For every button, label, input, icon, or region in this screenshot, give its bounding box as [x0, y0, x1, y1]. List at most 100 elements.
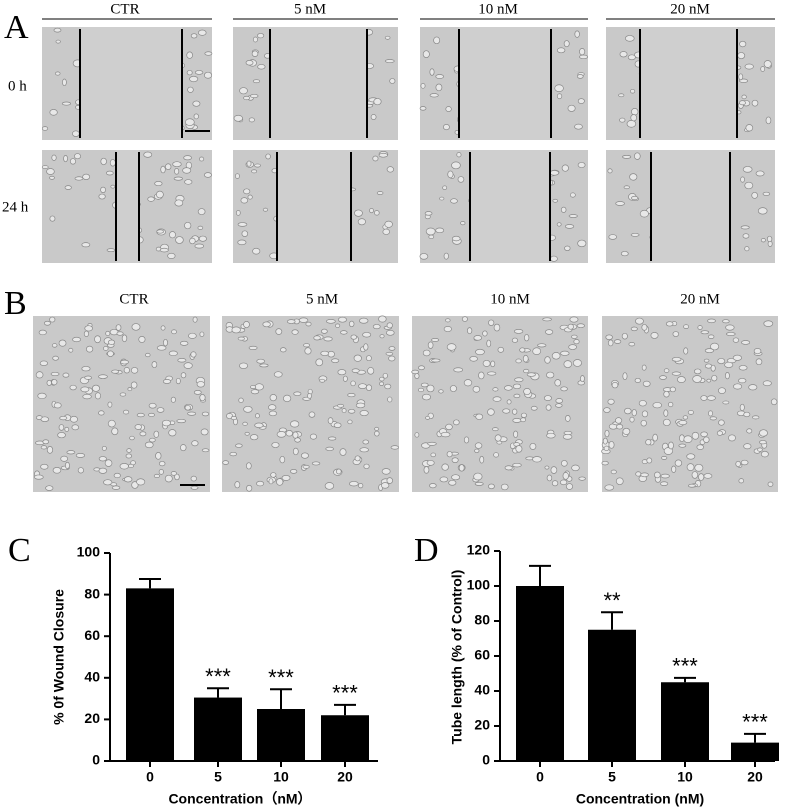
- cell: [378, 152, 388, 158]
- cell: [638, 400, 647, 407]
- y-axis-label: % 0f Wound Closure: [51, 589, 67, 725]
- bar: [126, 588, 174, 761]
- cell: [739, 40, 747, 48]
- cell: [451, 235, 461, 242]
- cell: [265, 153, 271, 160]
- cell: [246, 484, 253, 492]
- cell: [59, 415, 68, 421]
- cell: [703, 436, 710, 443]
- cell: [487, 371, 497, 376]
- cell: [560, 206, 567, 213]
- cell: [268, 410, 278, 417]
- cell: [635, 317, 644, 325]
- cell: [745, 124, 754, 132]
- cell: [98, 467, 108, 474]
- cell: [130, 367, 139, 374]
- cell: [365, 384, 373, 391]
- cell: [622, 155, 632, 159]
- cell: [125, 453, 133, 459]
- cell: [469, 356, 478, 362]
- cell: [512, 462, 522, 468]
- cell: [155, 451, 162, 460]
- cell: [245, 462, 252, 470]
- cell: [443, 252, 449, 260]
- cell: [199, 394, 206, 402]
- cell: [382, 372, 388, 379]
- cell: [154, 181, 163, 187]
- cell: [193, 113, 199, 120]
- cell: [511, 337, 519, 343]
- cell: [419, 253, 429, 260]
- cell: [348, 320, 355, 328]
- cell: [256, 358, 266, 364]
- cell: [180, 444, 187, 452]
- cell: [384, 35, 391, 40]
- cell: [448, 479, 457, 486]
- cell: [414, 432, 420, 438]
- cell: [628, 341, 636, 347]
- cell: [304, 347, 312, 355]
- y-axis-label: Tube length (% of Control): [449, 570, 465, 745]
- cell: [62, 372, 70, 378]
- cell: [618, 93, 625, 98]
- cell: [732, 354, 742, 361]
- cell: [710, 342, 720, 351]
- cell: [752, 415, 760, 420]
- cell: [487, 408, 495, 416]
- cell: [760, 450, 769, 458]
- micrograph: [222, 316, 399, 492]
- cell: [604, 429, 610, 438]
- y-tick-label: 120: [467, 542, 491, 558]
- cell: [243, 405, 253, 413]
- cell: [251, 50, 259, 57]
- cell: [309, 433, 317, 440]
- y-tick-label: 40: [84, 669, 100, 685]
- cell: [384, 59, 395, 64]
- cell: [545, 329, 554, 335]
- column-label: 5 nM: [294, 1, 326, 17]
- cell: [629, 416, 635, 423]
- cell: [663, 409, 669, 417]
- cell: [374, 426, 380, 431]
- column-label: 10 nM: [478, 1, 518, 17]
- cell: [69, 158, 76, 165]
- cell: [156, 407, 165, 413]
- cell: [313, 335, 321, 341]
- cell: [559, 479, 568, 486]
- cell: [100, 186, 106, 194]
- cell: [327, 436, 337, 441]
- cell: [613, 339, 622, 344]
- cell: [257, 33, 265, 39]
- cell: [692, 375, 702, 383]
- cell: [683, 347, 689, 355]
- cell: [246, 160, 252, 167]
- cell: [359, 410, 369, 417]
- cell: [622, 372, 628, 381]
- cell: [320, 350, 330, 356]
- cell: [479, 455, 485, 464]
- cell: [38, 329, 47, 336]
- cell: [456, 152, 462, 158]
- cell: [546, 432, 556, 439]
- cell: [728, 434, 736, 442]
- cell: [560, 350, 570, 356]
- cell: [671, 371, 682, 376]
- cell: [198, 235, 207, 242]
- cell: [201, 448, 210, 453]
- cell: [511, 408, 518, 415]
- cell: [669, 386, 676, 393]
- cell: [742, 233, 750, 239]
- cell: [46, 446, 54, 454]
- y-tick-label: 0: [92, 752, 100, 768]
- cell: [626, 120, 637, 128]
- cell: [176, 418, 187, 424]
- cell: [193, 390, 202, 395]
- cell: [710, 364, 716, 372]
- cell: [159, 247, 169, 253]
- cell: [279, 455, 286, 464]
- cell: [532, 347, 542, 356]
- cell: [486, 339, 492, 348]
- cell: [156, 345, 167, 351]
- cell: [634, 377, 641, 383]
- bar: [321, 715, 369, 761]
